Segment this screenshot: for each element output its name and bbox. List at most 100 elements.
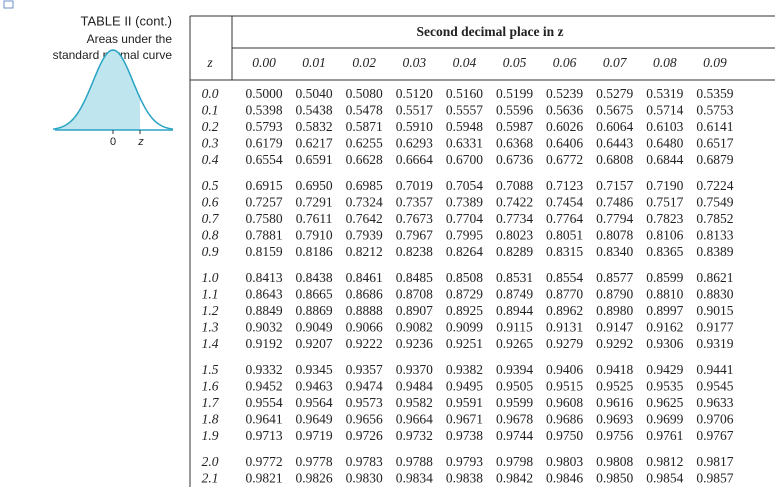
cell: 0.9738: [446, 428, 483, 443]
cell: 0.9265: [496, 336, 533, 351]
cell: 0.9744: [496, 428, 533, 443]
cell: 0.7764: [546, 211, 583, 226]
cell: 0.7852: [696, 211, 733, 226]
cell: 0.5793: [245, 119, 282, 134]
column-header: 0.04: [453, 55, 477, 70]
cell: 0.9535: [646, 379, 683, 394]
cell: 0.8485: [396, 270, 433, 285]
cell: 0.9505: [496, 379, 533, 394]
group-title: Second decimal place in z: [417, 24, 564, 39]
cell: 0.8708: [396, 287, 433, 302]
cell: 0.9525: [596, 379, 633, 394]
cell: 0.9049: [296, 320, 333, 335]
column-header: 0.06: [553, 55, 577, 70]
cell: 0.8413: [245, 270, 282, 285]
cell: 0.9474: [346, 379, 383, 394]
cell: 0.9608: [546, 395, 583, 410]
cell: 0.5120: [396, 86, 433, 101]
column-header: 0.01: [302, 55, 326, 70]
cell: 0.8729: [446, 287, 483, 302]
row-label: 1.3: [202, 320, 219, 335]
cell: 0.7823: [646, 211, 683, 226]
cell: 0.6179: [245, 136, 282, 151]
cell: 0.9147: [596, 320, 633, 335]
cell: 0.9591: [446, 395, 483, 410]
cell: 0.7549: [696, 195, 733, 210]
cell: 0.7910: [296, 228, 333, 243]
cell: 0.8389: [696, 244, 733, 259]
cell: 0.6950: [296, 178, 333, 193]
cell: 0.8554: [546, 270, 583, 285]
cell: 0.6700: [446, 152, 483, 167]
cell: 0.9812: [646, 454, 683, 469]
cell: 0.9251: [446, 336, 483, 351]
cell: 0.9713: [245, 428, 282, 443]
cell: 0.5557: [446, 103, 483, 118]
cell: 0.7939: [346, 228, 383, 243]
cell: 0.5160: [446, 86, 483, 101]
row-label: 0.7: [202, 211, 220, 226]
cell: 0.5948: [446, 119, 483, 134]
column-header: 0.05: [503, 55, 527, 70]
cell: 0.9788: [396, 454, 433, 469]
subtitle: Areas under the: [87, 32, 173, 46]
cell: 0.6591: [296, 152, 333, 167]
cell: 0.9750: [546, 428, 583, 443]
cell: 0.6736: [496, 152, 533, 167]
cell: 0.9452: [245, 379, 282, 394]
cell: 0.7967: [396, 228, 433, 243]
row-label: 1.4: [202, 336, 219, 351]
cell: 0.9484: [396, 379, 433, 394]
cell: 0.9821: [245, 471, 282, 486]
cell: 0.7454: [546, 195, 583, 210]
cell: 0.9817: [696, 454, 733, 469]
cell: 0.8315: [546, 244, 583, 259]
cell: 0.9319: [696, 336, 733, 351]
cell: 0.8810: [646, 287, 683, 302]
cell: 0.8023: [496, 228, 533, 243]
cell: 0.8888: [346, 303, 383, 318]
cell: 0.5438: [296, 103, 333, 118]
cell: 0.5517: [396, 103, 433, 118]
cell: 0.6554: [245, 152, 282, 167]
cell: 0.9625: [646, 395, 683, 410]
cell: 0.5714: [646, 103, 683, 118]
cell: 0.5987: [496, 119, 533, 134]
cell: 0.9192: [245, 336, 282, 351]
cell: 0.9345: [296, 362, 333, 377]
cell: 0.5040: [296, 86, 333, 101]
cell: 0.9066: [346, 320, 383, 335]
cell: 0.9207: [296, 336, 333, 351]
row-label: 0.6: [202, 195, 219, 210]
cell: 0.9699: [646, 412, 683, 427]
cell: 0.8438: [296, 270, 333, 285]
cell: 0.7088: [496, 178, 533, 193]
cell: 0.6879: [696, 152, 733, 167]
cell: 0.8944: [496, 303, 533, 318]
cell: 0.9641: [245, 412, 282, 427]
cell: 0.7157: [596, 178, 633, 193]
cell: 0.8340: [596, 244, 633, 259]
cell: 0.7224: [696, 178, 733, 193]
cell: 0.8289: [496, 244, 533, 259]
cell: 0.7517: [646, 195, 683, 210]
cell: 0.8212: [346, 244, 383, 259]
cell: 0.6141: [696, 119, 733, 134]
table-title: TABLE II (cont.): [80, 13, 172, 28]
cell: 0.9706: [696, 412, 733, 427]
cell: 0.8264: [446, 244, 483, 259]
cell: 0.9808: [596, 454, 633, 469]
cell: 0.9131: [546, 320, 583, 335]
cell: 0.8159: [245, 244, 282, 259]
column-header: 0.00: [252, 55, 276, 70]
cell: 0.9495: [446, 379, 483, 394]
cell: 0.6844: [646, 152, 683, 167]
cell: 0.7794: [596, 211, 633, 226]
cell: 0.6103: [646, 119, 683, 134]
row-label: 0.2: [202, 119, 219, 134]
cell: 0.7642: [346, 211, 383, 226]
cell: 0.9177: [696, 320, 733, 335]
row-label: 1.9: [202, 428, 219, 443]
cell: 0.5199: [496, 86, 533, 101]
